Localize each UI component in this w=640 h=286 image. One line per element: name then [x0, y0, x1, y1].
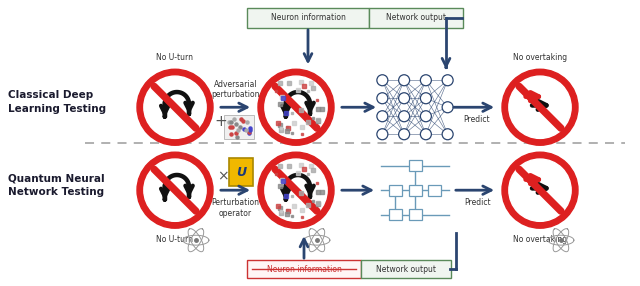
Text: Perturbation
operator: Perturbation operator — [211, 198, 259, 218]
Text: Network output: Network output — [386, 13, 446, 23]
Text: No U-turn: No U-turn — [157, 235, 193, 244]
Text: Neuron information: Neuron information — [267, 265, 341, 273]
Text: Classical Deep
Learning Testing: Classical Deep Learning Testing — [8, 90, 106, 114]
Circle shape — [265, 159, 327, 221]
Circle shape — [509, 76, 571, 138]
Text: +: + — [214, 114, 227, 129]
Circle shape — [399, 75, 410, 86]
Circle shape — [442, 75, 453, 86]
Circle shape — [377, 93, 388, 104]
Text: Quantum Neural
Network Testing: Quantum Neural Network Testing — [8, 173, 104, 197]
Circle shape — [442, 102, 453, 113]
Circle shape — [265, 76, 327, 138]
Circle shape — [377, 75, 388, 86]
Text: U: U — [236, 166, 246, 179]
Circle shape — [377, 111, 388, 122]
Circle shape — [399, 111, 410, 122]
Circle shape — [137, 69, 213, 145]
Circle shape — [442, 129, 453, 140]
FancyBboxPatch shape — [389, 209, 402, 220]
Text: No U-turn: No U-turn — [157, 53, 193, 62]
FancyBboxPatch shape — [389, 185, 402, 196]
Text: Predict: Predict — [464, 198, 491, 207]
Text: No overtaking: No overtaking — [513, 53, 567, 62]
Circle shape — [258, 152, 334, 228]
Circle shape — [502, 69, 578, 145]
Text: No overtaking: No overtaking — [513, 235, 567, 244]
Circle shape — [502, 152, 578, 228]
Text: ×: × — [217, 169, 229, 183]
FancyBboxPatch shape — [428, 185, 441, 196]
Circle shape — [420, 129, 431, 140]
Text: Adversarial
perturbation: Adversarial perturbation — [211, 80, 260, 99]
Circle shape — [420, 93, 431, 104]
Circle shape — [137, 152, 213, 228]
FancyBboxPatch shape — [408, 185, 422, 196]
Text: Predict: Predict — [463, 115, 490, 124]
FancyBboxPatch shape — [229, 158, 253, 186]
FancyBboxPatch shape — [408, 160, 422, 171]
Circle shape — [399, 129, 410, 140]
FancyBboxPatch shape — [369, 8, 463, 28]
Text: Network output: Network output — [376, 265, 436, 273]
FancyBboxPatch shape — [247, 260, 361, 278]
FancyBboxPatch shape — [361, 260, 451, 278]
Circle shape — [144, 76, 206, 138]
FancyBboxPatch shape — [247, 8, 369, 28]
Circle shape — [509, 159, 571, 221]
Circle shape — [144, 159, 206, 221]
FancyBboxPatch shape — [408, 209, 422, 220]
Circle shape — [377, 129, 388, 140]
Text: Neuron information: Neuron information — [271, 13, 346, 23]
Circle shape — [399, 93, 410, 104]
Circle shape — [420, 75, 431, 86]
Circle shape — [258, 69, 334, 145]
FancyBboxPatch shape — [224, 115, 254, 139]
Circle shape — [420, 111, 431, 122]
